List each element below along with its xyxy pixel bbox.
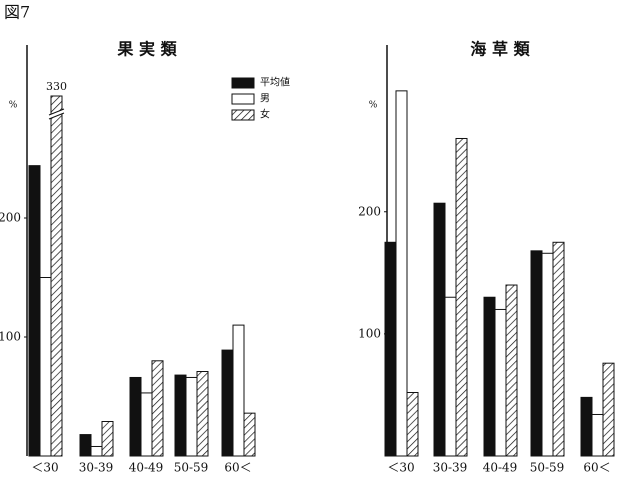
x-tick-label: 50-59 (174, 461, 209, 475)
bar (384, 241, 397, 457)
legend-label: 平均値 (260, 76, 290, 89)
y-axis-label: % (9, 101, 18, 111)
chart-title: 果 実 類 (116, 40, 177, 59)
x-tick-label: 30-39 (433, 461, 468, 475)
bar (174, 374, 187, 457)
bar (552, 241, 565, 457)
bar (395, 90, 408, 457)
bar (444, 296, 457, 457)
bar (483, 296, 496, 457)
y-tick-label: 200 (358, 204, 381, 218)
y-axis-label: % (369, 101, 378, 111)
x-tick-label: 60＜ (583, 461, 610, 475)
bar (243, 412, 256, 457)
bar (129, 376, 142, 457)
x-tick-label: 50-59 (530, 461, 565, 475)
bar (140, 392, 153, 457)
bar (541, 252, 554, 457)
chart-title: 海 草 類 (470, 40, 530, 59)
x-tick-label: 40-49 (129, 461, 164, 475)
legend-label: 女 (260, 108, 270, 121)
axis-break-line (48, 112, 65, 120)
y-tick-label: 100 (0, 330, 21, 344)
bar (50, 95, 63, 457)
bar (455, 137, 468, 457)
bar (221, 349, 234, 457)
bar (28, 165, 41, 457)
bar (232, 324, 245, 457)
axis-break-line (48, 108, 65, 116)
bar (196, 371, 209, 457)
legend-swatch (231, 109, 255, 121)
x-tick-label: 30-39 (79, 461, 114, 475)
bar (406, 391, 419, 457)
bar (580, 396, 593, 457)
bar (433, 202, 446, 457)
x-tick-label: ＜30 (387, 461, 414, 475)
legend-swatch (231, 77, 255, 89)
x-tick-label: 60＜ (224, 461, 251, 475)
bar (494, 308, 507, 457)
bar (185, 376, 198, 457)
bar (101, 420, 114, 457)
y-tick-label: 200 (0, 211, 21, 225)
bar (530, 250, 543, 457)
bar (90, 445, 103, 457)
bar (39, 277, 52, 457)
value-label: 330 (46, 80, 67, 93)
axis-break (49, 109, 64, 119)
bar (151, 360, 164, 457)
y-tick-label: 100 (358, 326, 381, 340)
x-tick-label: ＜30 (31, 461, 58, 475)
figure-label: 図7 (4, 3, 30, 22)
bar (79, 434, 92, 457)
bar (505, 284, 518, 457)
bar (602, 362, 615, 457)
bar (591, 413, 604, 457)
x-tick-label: 40-49 (483, 461, 518, 475)
legend-label: 男 (260, 93, 270, 105)
legend-swatch (231, 93, 255, 105)
